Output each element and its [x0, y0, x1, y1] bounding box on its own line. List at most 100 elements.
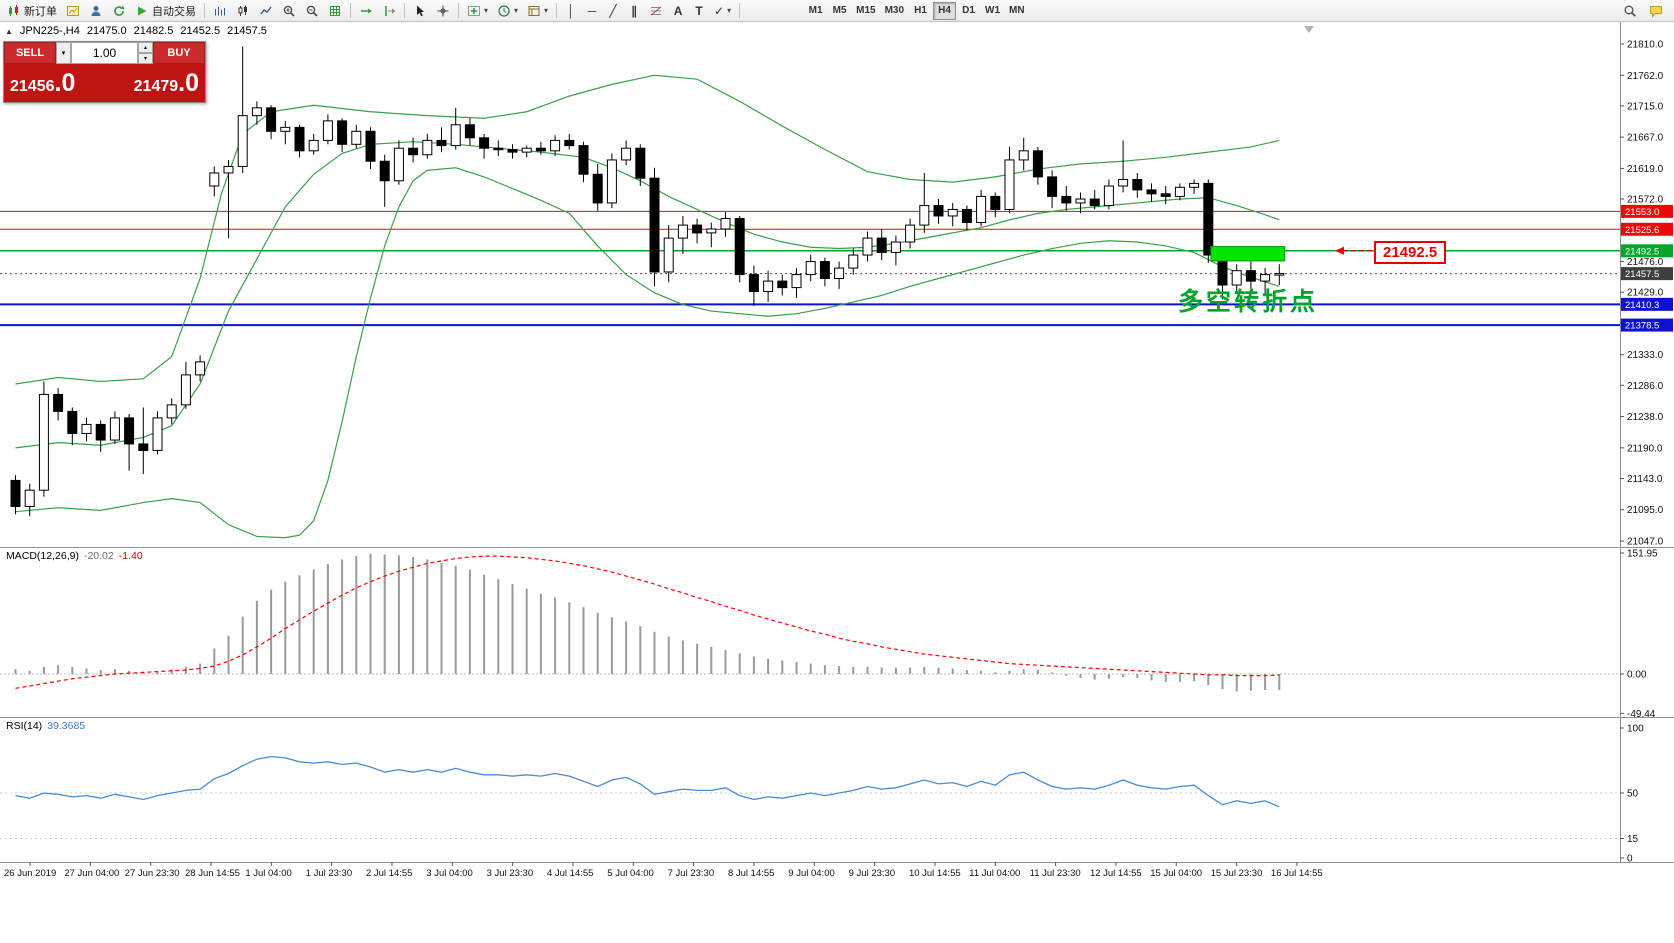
horizontal-line-button[interactable]: ─: [582, 1, 602, 21]
open-value: 21475.0: [86, 25, 127, 37]
clock-icon: [498, 4, 510, 17]
svg-text:21410.3: 21410.3: [1625, 300, 1659, 311]
buy-price[interactable]: 21479 .0: [134, 69, 199, 98]
new-chart-icon: [67, 5, 79, 16]
zoom-in-icon: [283, 5, 295, 17]
sell-price[interactable]: 21456 .0: [10, 69, 75, 98]
trade-panel-toggle[interactable]: ▲: [5, 26, 13, 36]
macd-signal-value: -1.40: [118, 550, 143, 562]
periods-button[interactable]: ▾: [493, 1, 522, 21]
zoom-out-button[interactable]: [301, 1, 323, 21]
macd-name: MACD(12,26,9): [6, 550, 79, 562]
trendline-button[interactable]: ╱: [603, 1, 623, 21]
auto-scroll-button[interactable]: [355, 1, 377, 21]
timeframe-m1-button[interactable]: M1: [804, 2, 827, 20]
svg-text:-49.44: -49.44: [1627, 709, 1656, 720]
macd-signal-line: [15, 555, 1280, 689]
timeframe-m15-button[interactable]: M15: [852, 2, 879, 20]
refresh-button[interactable]: [108, 1, 130, 21]
timeframe-d1-button[interactable]: D1: [957, 2, 980, 20]
timeframe-m5-button[interactable]: M5: [828, 2, 851, 20]
search-icon: [1624, 5, 1636, 17]
timeframe-mn-button[interactable]: MN: [1005, 2, 1029, 20]
svg-text:12 Jul 14:55: 12 Jul 14:55: [1090, 868, 1142, 879]
timeframe-group: M1 M5 M15 M30 H1 H4 D1 W1 MN: [804, 1, 1029, 20]
volume-stepper: ▴ ▾: [138, 42, 153, 64]
svg-text:21095.0: 21095.0: [1627, 505, 1664, 516]
price-label-plate: [1621, 244, 1673, 258]
toolbar-separator: [556, 3, 558, 18]
text-tool-button[interactable]: A: [668, 1, 688, 21]
templates-button[interactable]: ▾: [523, 1, 552, 21]
svg-text:100: 100: [1627, 724, 1644, 735]
arrows-tool-button[interactable]: ✓ ▾: [710, 1, 735, 21]
line-chart-button[interactable]: [255, 1, 277, 21]
svg-text:11 Jul 23:30: 11 Jul 23:30: [1030, 868, 1081, 879]
bollinger-upper: [15, 74, 1280, 385]
zoom-out-icon: [306, 5, 318, 17]
dropdown-arrow-icon: ▾: [484, 6, 489, 15]
timeframe-h1-button[interactable]: H1: [909, 2, 932, 20]
line-chart-icon: [260, 6, 272, 14]
volume-input[interactable]: 1.00: [71, 42, 138, 64]
chart-shift-marker: [1304, 26, 1314, 33]
candlestick-chart-button[interactable]: [232, 1, 254, 21]
crosshair-button[interactable]: [432, 1, 454, 21]
new-chart-button[interactable]: [62, 1, 84, 21]
auto-scroll-icon: [361, 8, 372, 13]
buy-price-int: 21479: [133, 77, 179, 95]
svg-text:151.95: 151.95: [1627, 549, 1658, 560]
svg-text:21190.0: 21190.0: [1627, 443, 1663, 454]
candlestick-chart-icon: [238, 5, 247, 16]
search-button[interactable]: [1619, 1, 1641, 21]
toolbar-separator: [458, 3, 459, 18]
svg-text:21715.0: 21715.0: [1627, 101, 1664, 112]
svg-text:21476.0: 21476.0: [1627, 257, 1664, 268]
volume-dropdown-button[interactable]: ▾: [56, 42, 71, 64]
new-order-icon: [9, 4, 18, 16]
bar-chart-button[interactable]: [209, 1, 231, 21]
grid-button[interactable]: [324, 1, 346, 21]
profiles-button[interactable]: [85, 1, 107, 21]
auto-trading-label: 自动交易: [152, 5, 196, 18]
template-icon: [528, 5, 540, 16]
one-click-trading-panel: SELL ▾ 1.00 ▴ ▾ BUY 21456 .0 21479 .0: [3, 41, 206, 103]
fibonacci-button[interactable]: [645, 1, 667, 21]
price-label-plate: [1621, 297, 1673, 311]
svg-text:21457.5: 21457.5: [1625, 269, 1659, 280]
chat-button[interactable]: [1645, 1, 1667, 21]
timeframe-m30-button[interactable]: M30: [881, 2, 908, 20]
volume-down-button[interactable]: ▾: [138, 53, 153, 64]
svg-text:27 Jun 04:00: 27 Jun 04:00: [64, 868, 119, 879]
sell-button[interactable]: SELL: [4, 42, 56, 64]
svg-text:5 Jul 04:00: 5 Jul 04:00: [607, 868, 653, 879]
indicators-button[interactable]: ▾: [463, 1, 492, 21]
label-tool-button[interactable]: T: [689, 1, 709, 21]
vertical-line-button[interactable]: │: [561, 1, 581, 21]
dropdown-arrow-icon: ▾: [727, 6, 732, 15]
zoom-in-button[interactable]: [278, 1, 300, 21]
svg-text:15 Jul 23:30: 15 Jul 23:30: [1211, 868, 1263, 879]
auto-trading-icon: [138, 6, 147, 15]
buy-button[interactable]: BUY: [153, 42, 205, 64]
svg-text:21492.5: 21492.5: [1625, 246, 1659, 257]
timeframe-w1-button[interactable]: W1: [981, 2, 1004, 20]
crosshair-icon: [437, 5, 449, 16]
svg-text:21619.0: 21619.0: [1627, 164, 1664, 175]
arrows-tool-icon: ✓: [714, 3, 725, 18]
cursor-button[interactable]: [409, 1, 431, 21]
chart-shift-button[interactable]: [378, 1, 400, 21]
indicators-icon: [468, 5, 480, 16]
svg-text:0.00: 0.00: [1627, 670, 1647, 681]
svg-text:21762.0: 21762.0: [1627, 71, 1664, 82]
volume-up-button[interactable]: ▴: [138, 42, 153, 53]
svg-text:4 Jul 14:55: 4 Jul 14:55: [547, 868, 593, 879]
rsi-line: [15, 755, 1280, 808]
new-order-button[interactable]: 新订单: [3, 1, 61, 21]
svg-text:11 Jul 04:00: 11 Jul 04:00: [969, 868, 1020, 879]
timeframe-h4-button[interactable]: H4: [933, 1, 957, 20]
auto-trading-button[interactable]: 自动交易: [131, 1, 200, 21]
channel-button[interactable]: ∥: [624, 1, 644, 21]
